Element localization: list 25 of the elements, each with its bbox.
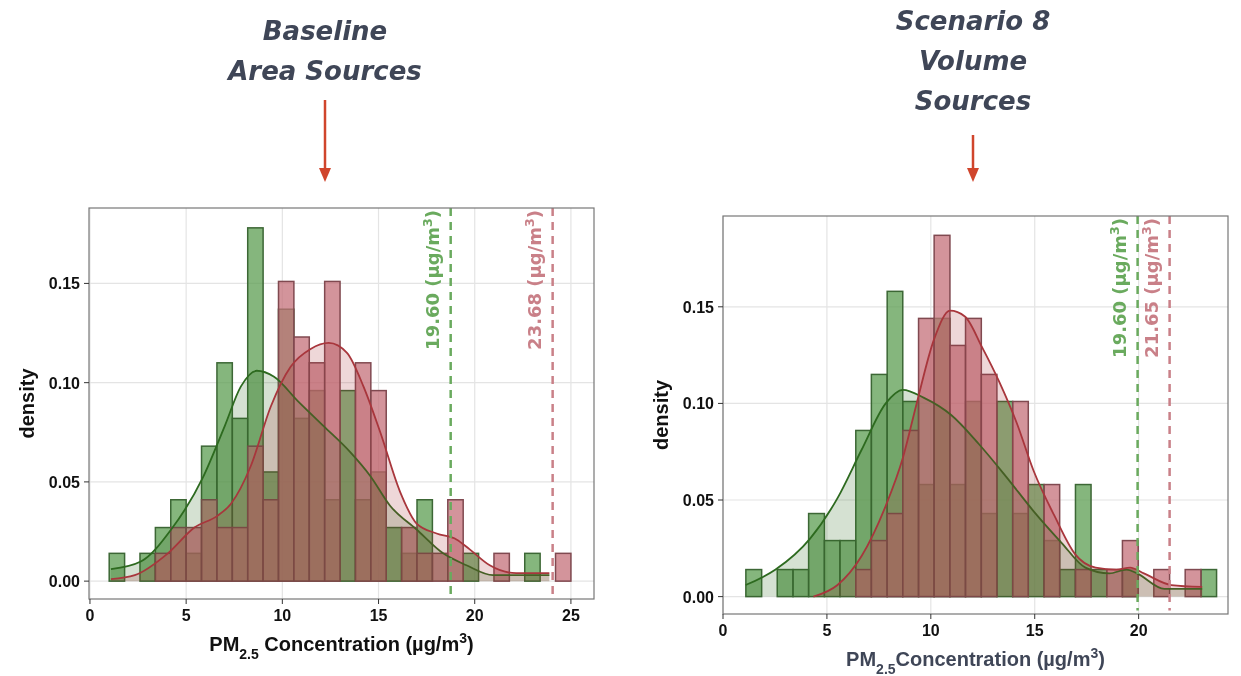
y-tick-label: 0.15: [682, 298, 715, 316]
x-tick-label: 20: [465, 607, 484, 624]
x-tick-label: 15: [369, 607, 388, 624]
x-tick-label: 25: [562, 607, 580, 624]
x-tick-label: 5: [822, 622, 832, 639]
y-tick-label: 0.05: [682, 492, 715, 510]
x-axis-title: PM$_{2.5}$Concentration (µg/m$^{3}$): [846, 645, 1105, 676]
y-tick-label: 0.15: [48, 275, 81, 293]
chart-title: Scenario 8 Volume Sources: [895, 6, 1051, 116]
y-tick-label: 0.05: [48, 473, 81, 491]
x-tick-label: 0: [85, 607, 95, 624]
y-tick-label: 0.00: [682, 588, 715, 606]
x-axis-title: PM$_{2.5}$ Concentration (µg/m$^{3}$): [209, 630, 474, 662]
y-tick-label: 0.00: [48, 573, 81, 591]
chart-title: Baseline Area Sources: [226, 16, 422, 86]
x-tick-label: 5: [181, 607, 191, 624]
x-tick-label: 0: [718, 622, 728, 639]
y-tick-label: 0.10: [48, 374, 81, 392]
y-axis-title: density: [16, 367, 38, 439]
y-tick-label: 0.10: [682, 395, 715, 413]
x-tick-label: 20: [1129, 622, 1148, 639]
y-axis-title: density: [650, 379, 672, 451]
x-tick-label: 10: [921, 622, 940, 639]
x-tick-label: 10: [273, 607, 292, 624]
x-tick-label: 15: [1025, 622, 1044, 639]
